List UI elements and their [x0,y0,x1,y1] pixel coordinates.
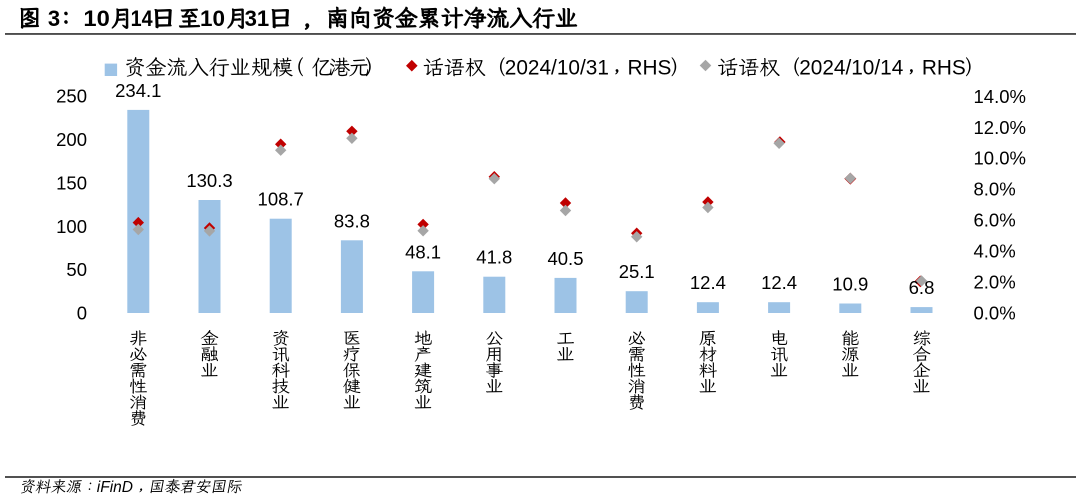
svg-text:25.1: 25.1 [619,261,655,282]
svg-text:0.0%: 0.0% [974,303,1016,324]
svg-text:40.5: 40.5 [547,248,583,269]
svg-text:3: 3 [48,6,60,31]
svg-text:14.0%: 14.0% [974,86,1026,107]
svg-text:12.4: 12.4 [761,272,797,293]
svg-text:108.7: 108.7 [258,189,304,210]
svg-text:10: 10 [200,6,225,31]
svg-text:RHS: RHS [922,57,966,80]
svg-text:250: 250 [56,86,87,107]
svg-text:4.0%: 4.0% [974,241,1016,262]
svg-text:2024/10/31: 2024/10/31 [505,57,609,80]
svg-text:6.8: 6.8 [909,277,935,298]
svg-text:48.1: 48.1 [405,241,441,262]
svg-text:200: 200 [56,129,87,150]
svg-text:RHS: RHS [628,57,672,80]
svg-text:8.0%: 8.0% [974,179,1016,200]
svg-text:41.8: 41.8 [476,247,512,268]
svg-text:83.8: 83.8 [334,210,370,231]
svg-text:100: 100 [56,216,87,237]
svg-text:10.9: 10.9 [832,274,868,295]
svg-text:0: 0 [77,303,87,324]
svg-text:6.0%: 6.0% [974,210,1016,231]
svg-text:10: 10 [83,6,109,31]
svg-text:31: 31 [245,6,270,31]
svg-text:130.3: 130.3 [186,170,232,191]
svg-text:12.0%: 12.0% [974,117,1026,138]
svg-text:14: 14 [131,6,154,31]
svg-text:2024/10/14: 2024/10/14 [799,57,903,80]
svg-text:10.0%: 10.0% [974,148,1026,169]
svg-text:150: 150 [56,173,87,194]
svg-text:2.0%: 2.0% [974,272,1016,293]
svg-text:50: 50 [66,259,87,280]
svg-text:234.1: 234.1 [115,80,161,101]
svg-text:iFinD: iFinD [97,479,133,496]
svg-text:12.4: 12.4 [690,272,726,293]
